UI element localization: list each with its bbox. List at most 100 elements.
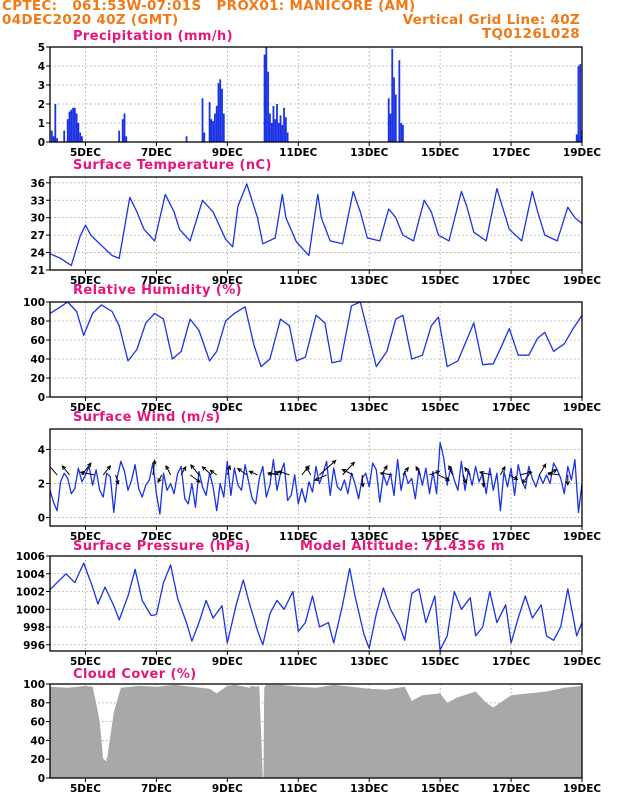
x-tick-label: 5DEC: [70, 783, 101, 795]
precip-bar: [284, 117, 287, 142]
wind-arrow: [478, 470, 492, 476]
wind-vectors: [50, 459, 571, 488]
wind-arrow: [538, 463, 547, 476]
precip-bar: [50, 130, 53, 142]
wind-arrow: [180, 465, 187, 476]
precip-bar: [72, 107, 74, 142]
precip-bar: [401, 124, 404, 142]
precip-bar: [118, 130, 121, 142]
y-tick-label: 36: [30, 178, 45, 190]
precip-bar: [201, 98, 204, 142]
x-tick-label: 17DEC: [492, 147, 531, 159]
precip-bar: [579, 64, 582, 142]
series-line-temperature: [50, 183, 582, 267]
data-pressure: [50, 562, 582, 651]
panel-title-cloud: Cloud Cover (%): [73, 667, 197, 682]
precip-bar: [66, 119, 69, 142]
x-tick-label: 9DEC: [212, 783, 243, 795]
y-tick-label: 21: [30, 265, 45, 277]
x-tick-label: 15DEC: [421, 402, 460, 414]
precip-bar: [274, 119, 277, 142]
precip-bar: [387, 98, 390, 142]
wind-arrow: [521, 474, 530, 484]
wind-arrow: [464, 466, 471, 476]
y-tick-label: 1000: [16, 604, 45, 616]
wind-arrow: [277, 470, 290, 476]
y-tick-label: 4: [38, 61, 45, 73]
data-wind: [50, 441, 582, 515]
wind-arrow: [415, 465, 422, 476]
x-tick-label: 7DEC: [141, 656, 172, 668]
wind-arrow: [305, 465, 312, 476]
wind-arrow: [341, 468, 354, 476]
precip-bar: [389, 113, 392, 142]
precip-bar: [203, 132, 206, 142]
precip-bar: [279, 115, 282, 142]
x-tick-label: 9DEC: [212, 147, 243, 159]
frame-humidity: [49, 301, 583, 398]
panel-humidity: 0 20 40 60 80 100 5DEC 7DEC 9DEC 11DEC 13DEC 15DEC 1…: [23, 283, 601, 414]
precip-bar: [398, 60, 401, 142]
y-tick-label: 33: [30, 195, 45, 207]
x-tick-label: 19DEC: [563, 783, 602, 795]
x-tick-label: 13DEC: [350, 402, 389, 414]
precip-bar: [77, 123, 80, 142]
y-tick-label: 30: [30, 213, 45, 225]
x-tick-label: 19DEC: [563, 147, 602, 159]
precip-bar: [286, 132, 289, 142]
precip-bar: [393, 77, 395, 142]
precip-bar: [268, 113, 271, 142]
wind-arrow: [499, 465, 506, 476]
precip-bar: [270, 123, 273, 142]
series-line-wind: [50, 441, 582, 515]
series-line-pressure: [50, 562, 582, 651]
x-tick-label: 9DEC: [212, 531, 243, 543]
precip-bar: [75, 113, 78, 142]
data-temperature: [50, 183, 582, 267]
x-tick-label: 13DEC: [350, 656, 389, 668]
precip-bar: [68, 111, 71, 142]
x-tick-label: 17DEC: [492, 531, 531, 543]
y-tick-label: 20: [30, 754, 45, 766]
panel-wind: 0 2 4 5DEC 7DEC 9DEC 11DEC 13DEC 15DEC 17DEC 19DEC…: [38, 410, 602, 543]
x-tick-label: 5DEC: [70, 402, 101, 414]
wind-arrow: [462, 474, 467, 485]
wind-arrow: [448, 464, 453, 476]
x-tick-label: 13DEC: [350, 783, 389, 795]
precip-bar: [222, 113, 225, 142]
x-tick-label: 15DEC: [421, 531, 460, 543]
precip-bar: [221, 88, 223, 142]
gridlines-temperature: [50, 177, 583, 270]
gridlines-precipitation: [50, 47, 583, 142]
frame-precipitation: [49, 46, 583, 143]
wind-arrow: [248, 470, 258, 476]
x-tick-label: 19DEC: [563, 275, 602, 287]
y-tick-label: 4: [38, 444, 45, 456]
wind-arrow: [209, 469, 217, 476]
frame-temperature: [49, 176, 583, 271]
wind-arrow: [201, 466, 212, 476]
wind-arrow: [50, 463, 58, 476]
wind-arrow: [438, 474, 451, 481]
panel-title-temperature: Surface Temperature (nC): [73, 158, 272, 173]
panel-temperature: 21 24 27 30 33 36 5DEC 7DEC 9DEC 11DEC 13DEC 15DEC 1…: [30, 158, 601, 287]
precip-bar: [214, 113, 216, 142]
precip-bar: [123, 113, 126, 142]
frame-wind: [49, 428, 583, 527]
gridlines-pressure: [50, 556, 583, 651]
x-tick-label: 7DEC: [141, 531, 172, 543]
precip-bar: [283, 107, 285, 142]
y-tick-label: 60: [30, 717, 45, 729]
y-tick-label: 0: [38, 773, 45, 785]
precip-bar: [394, 94, 397, 142]
y-tick-label: 40: [30, 735, 45, 747]
y-tick-label: 2: [38, 478, 45, 490]
wind-arrow: [152, 459, 157, 475]
precip-bar: [215, 105, 218, 142]
y-tick-label: 0: [38, 512, 45, 524]
wind-arrow: [546, 471, 559, 476]
x-tick-label: 7DEC: [141, 147, 172, 159]
y-tick-label: 998: [23, 622, 45, 634]
x-tick-label: 19DEC: [563, 656, 602, 668]
precip-bar: [281, 124, 284, 142]
